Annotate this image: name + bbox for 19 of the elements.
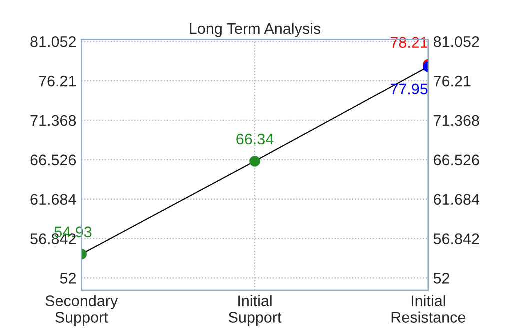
y-tick-label: 52: [60, 273, 76, 284]
data-label: 77.95: [390, 84, 428, 95]
x-tick-label: Initial Resistance: [392, 295, 466, 323]
x-tick-label: Initial Support: [228, 295, 282, 326]
y2-tick-label: 61.684: [434, 194, 480, 206]
y2-tick-label: 71.368: [434, 115, 480, 126]
y2-tick-label: 66.526: [434, 154, 480, 166]
data-label: 66.34: [236, 134, 274, 145]
y-tick-label: 81.052: [30, 36, 76, 48]
y-tick-label: 71.368: [30, 115, 76, 126]
y-tick-label: 66.526: [30, 154, 76, 166]
y2-tick-label: 81.052: [434, 36, 480, 48]
x-tick-label: Secondary Support: [46, 295, 118, 326]
y2-tick-label: 76.21: [434, 76, 471, 87]
chart-title: Long Term Analysis: [190, 22, 321, 38]
y-tick-label: 61.684: [30, 194, 76, 206]
y2-tick-label: 56.842: [434, 234, 480, 244]
y2-tick-label: 52: [434, 273, 450, 284]
y-tick-label: 76.21: [39, 76, 76, 87]
